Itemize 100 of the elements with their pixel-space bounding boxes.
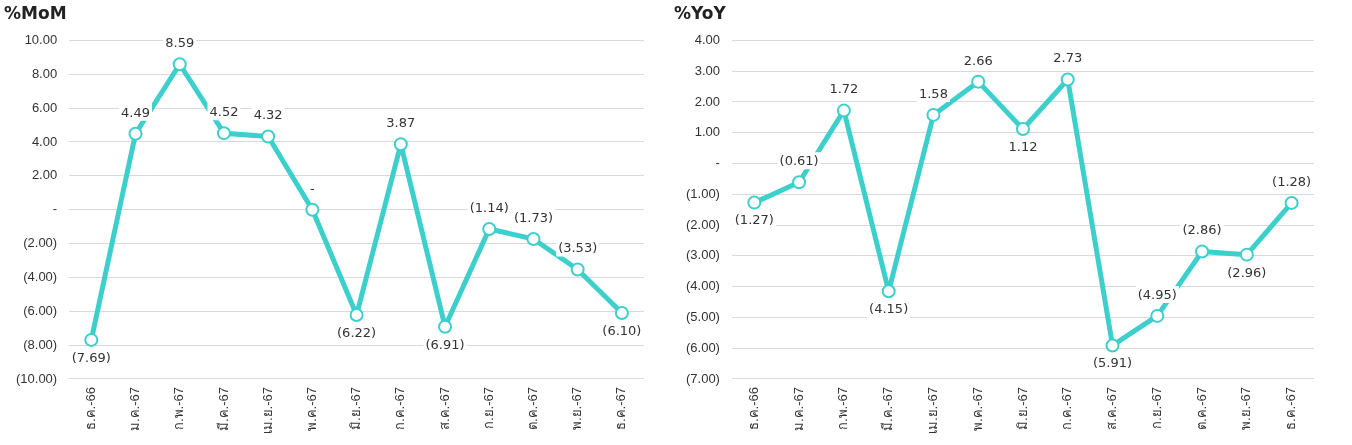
- point: [1284, 195, 1299, 210]
- data-label: 8.59: [165, 35, 195, 51]
- y-tick-label: (10.00): [15, 370, 58, 386]
- x-tick-label: พ.ค.-67: [303, 386, 319, 431]
- y-tick-label: 10.00: [24, 31, 58, 47]
- point: [614, 305, 629, 320]
- point: [792, 175, 807, 190]
- data-label: 1.58: [918, 85, 948, 101]
- point: [1195, 244, 1210, 259]
- y-tick-label: 1.00: [694, 124, 720, 140]
- point: [526, 231, 541, 246]
- point: [305, 202, 320, 217]
- point: [570, 262, 585, 277]
- x-tick-label: มี.ค.-67: [215, 386, 231, 431]
- point: [349, 307, 364, 322]
- point: [881, 284, 896, 299]
- point: [971, 74, 986, 89]
- x-tick-label: ธ.ค.-66: [745, 386, 761, 430]
- x-tick-label: ก.ย.-67: [1148, 386, 1164, 429]
- point: [393, 137, 408, 152]
- x-tick-label: ก.พ.-67: [835, 386, 851, 430]
- data-label: (1.28): [1272, 173, 1312, 189]
- x-tick-label: เม.ย.-67: [925, 386, 941, 434]
- point: [482, 221, 497, 236]
- y-tick-label: (7.00): [685, 370, 720, 386]
- y-tick-label: (5.00): [685, 309, 720, 324]
- y-tick-label: (6.00): [685, 339, 720, 355]
- data-label: (7.69): [71, 349, 111, 365]
- x-tick-label: ก.พ.-67: [171, 386, 187, 430]
- data-label: (1.14): [469, 199, 509, 215]
- y-tick-label: (1.00): [685, 185, 720, 201]
- y-tick-label: 3.00: [694, 62, 720, 78]
- point: [128, 126, 143, 141]
- x-tick-label: ธ.ค.-66: [82, 386, 98, 430]
- data-label: (6.91): [425, 336, 465, 352]
- data-label: 3.87: [386, 115, 416, 131]
- data-label: (5.91): [1092, 355, 1133, 371]
- data-label: (3.53): [558, 240, 598, 256]
- data-label: (1.73): [513, 209, 554, 225]
- chart-title: %MoM: [4, 2, 67, 23]
- point: [926, 107, 941, 122]
- data-label: 2.73: [1053, 50, 1083, 66]
- x-tick-label: มี.ค.-67: [880, 386, 896, 431]
- point: [84, 332, 99, 347]
- point: [172, 57, 187, 72]
- y-tick-label: -: [52, 201, 58, 217]
- x-tick-label: พ.ย.-67: [1238, 386, 1254, 430]
- x-tick-label: ธ.ค.-67: [613, 386, 629, 430]
- x-tick-label: มิ.ย.-67: [348, 386, 364, 430]
- data-label: -: [310, 180, 316, 196]
- y-tick-label: 8.00: [31, 65, 58, 81]
- x-tick-label: ก.ค.-67: [392, 386, 408, 430]
- y-tick-label: (3.00): [685, 247, 720, 263]
- data-label: (0.61): [779, 153, 819, 169]
- data-label: (6.22): [337, 324, 377, 340]
- data-label: 1.12: [1008, 138, 1038, 154]
- y-tick-label: (2.00): [23, 235, 58, 251]
- x-tick-label: พ.ค.-67: [969, 386, 985, 431]
- x-tick-label: ม.ค.-67: [127, 386, 143, 431]
- data-label: 4.49: [121, 104, 150, 120]
- data-label: 2.66: [963, 52, 993, 68]
- data-label: (2.96): [1227, 264, 1267, 280]
- data-label: (4.15): [869, 301, 909, 317]
- data-label: 1.72: [829, 81, 859, 97]
- x-tick-label: ต.ค.-67: [1193, 386, 1209, 430]
- data-label: (6.10): [602, 322, 642, 338]
- y-tick-label: (4.00): [685, 278, 720, 294]
- point: [438, 319, 453, 334]
- x-tick-label: เม.ย.-67: [259, 386, 275, 434]
- x-tick-label: ก.ค.-67: [1059, 386, 1075, 430]
- point: [1150, 308, 1165, 323]
- point: [216, 126, 231, 141]
- y-tick-label: 6.00: [31, 99, 58, 115]
- x-tick-label: มิ.ย.-67: [1014, 386, 1030, 430]
- data-label: (1.27): [734, 212, 774, 228]
- data-label: (2.86): [1182, 222, 1222, 238]
- point: [1060, 72, 1075, 87]
- x-tick-label: ก.ย.-67: [480, 386, 496, 429]
- y-tick-label: 4.00: [31, 133, 58, 149]
- point: [747, 195, 762, 210]
- point: [261, 129, 276, 144]
- point: [1105, 338, 1120, 353]
- point: [1015, 122, 1030, 137]
- y-tick-label: (2.00): [685, 216, 720, 232]
- chart-title: %YoY: [674, 2, 727, 23]
- y-tick-label: (4.00): [23, 268, 58, 284]
- y-tick-label: 4.00: [694, 31, 720, 47]
- y-tick-label: 2.00: [31, 167, 58, 183]
- point: [1239, 247, 1254, 262]
- data-label: 4.52: [209, 104, 239, 120]
- y-tick-label: 2.00: [694, 93, 720, 109]
- x-tick-label: ต.ค.-67: [525, 386, 541, 430]
- x-tick-label: ม.ค.-67: [790, 386, 806, 431]
- x-tick-label: ธ.ค.-67: [1283, 386, 1299, 430]
- x-tick-label: พ.ย.-67: [569, 386, 585, 430]
- point: [836, 103, 851, 118]
- data-label: (4.95): [1137, 286, 1177, 302]
- y-tick-label: (8.00): [23, 336, 58, 352]
- y-tick-label: -: [715, 155, 720, 171]
- data-label: 4.32: [253, 107, 283, 123]
